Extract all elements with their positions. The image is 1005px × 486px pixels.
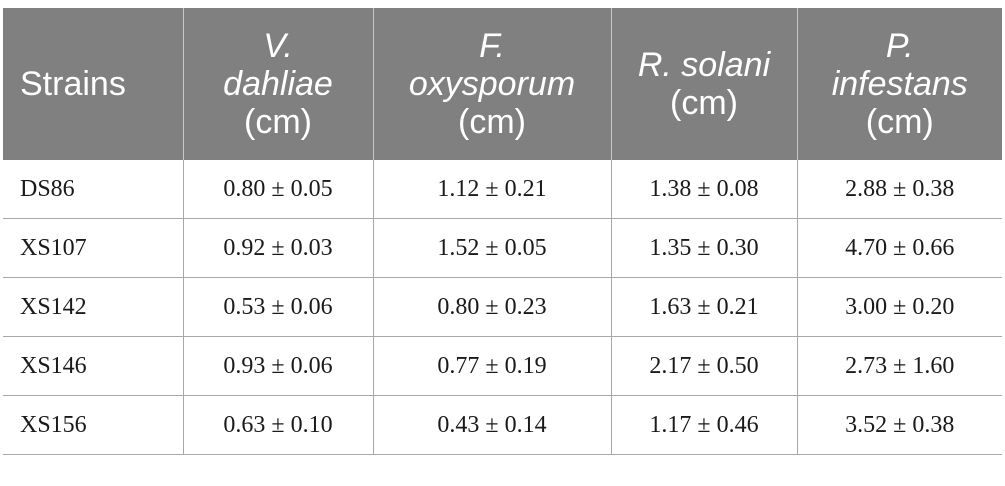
v-dahliae-cell: 0.53 ± 0.06	[183, 277, 374, 337]
r-solani-cell: 2.17 ± 0.50	[611, 336, 798, 396]
p-infestans-cell: 2.73 ± 1.60	[797, 336, 1002, 396]
header-p-infestans: P. infestans (cm)	[797, 8, 1002, 160]
r-solani-cell: 1.17 ± 0.46	[611, 395, 798, 455]
header-f-oxysporum-species: oxysporum	[408, 65, 576, 103]
header-f-oxysporum-unit: (cm)	[458, 103, 526, 141]
header-strains: Strains	[3, 8, 184, 160]
header-p-infestans-genus: P.	[885, 27, 914, 65]
p-infestans-cell: 4.70 ± 0.66	[797, 218, 1002, 278]
v-dahliae-cell: 0.63 ± 0.10	[183, 395, 374, 455]
v-dahliae-cell: 0.93 ± 0.06	[183, 336, 374, 396]
f-oxysporum-cell: 1.12 ± 0.21	[373, 160, 612, 219]
header-p-infestans-unit: (cm)	[865, 103, 934, 141]
table-row: XS107 0.92 ± 0.03 1.52 ± 0.05 1.35 ± 0.3…	[3, 218, 1002, 278]
strain-cell: XS142	[3, 277, 184, 337]
header-f-oxysporum: F. oxysporum (cm)	[373, 8, 612, 160]
table-row: XS142 0.53 ± 0.06 0.80 ± 0.23 1.63 ± 0.2…	[3, 277, 1002, 337]
header-f-oxysporum-genus: F.	[479, 27, 505, 65]
header-v-dahliae-species: dahliae	[223, 65, 333, 103]
table-row: DS86 0.80 ± 0.05 1.12 ± 0.21 1.38 ± 0.08…	[3, 160, 1002, 219]
v-dahliae-cell: 0.92 ± 0.03	[183, 218, 374, 278]
strain-cell: XS107	[3, 218, 184, 278]
header-r-solani-unit: (cm)	[670, 84, 738, 122]
header-row: Strains V. dahliae (cm) F. oxysporum (cm…	[3, 8, 1002, 160]
v-dahliae-cell: 0.80 ± 0.05	[183, 160, 374, 219]
strain-cell: XS156	[3, 395, 184, 455]
header-v-dahliae-genus: V.	[263, 27, 293, 65]
f-oxysporum-cell: 0.43 ± 0.14	[373, 395, 612, 455]
f-oxysporum-cell: 0.80 ± 0.23	[373, 277, 612, 337]
p-infestans-cell: 3.00 ± 0.20	[797, 277, 1002, 337]
r-solani-cell: 1.63 ± 0.21	[611, 277, 798, 337]
strain-cell: XS146	[3, 336, 184, 396]
results-table: Strains V. dahliae (cm) F. oxysporum (cm…	[3, 8, 1002, 455]
strain-cell: DS86	[3, 160, 184, 219]
f-oxysporum-cell: 0.77 ± 0.19	[373, 336, 612, 396]
r-solani-cell: 1.38 ± 0.08	[611, 160, 798, 219]
f-oxysporum-cell: 1.52 ± 0.05	[373, 218, 612, 278]
header-p-infestans-species: infestans	[831, 65, 968, 103]
r-solani-cell: 1.35 ± 0.30	[611, 218, 798, 278]
header-v-dahliae: V. dahliae (cm)	[183, 8, 374, 160]
p-infestans-cell: 2.88 ± 0.38	[797, 160, 1002, 219]
table-row: XS156 0.63 ± 0.10 0.43 ± 0.14 1.17 ± 0.4…	[3, 395, 1002, 455]
header-v-dahliae-unit: (cm)	[244, 103, 312, 141]
table-row: XS146 0.93 ± 0.06 0.77 ± 0.19 2.17 ± 0.5…	[3, 336, 1002, 396]
header-r-solani-name: R. solani	[637, 46, 771, 84]
p-infestans-cell: 3.52 ± 0.38	[797, 395, 1002, 455]
header-r-solani: R. solani (cm)	[611, 8, 798, 160]
